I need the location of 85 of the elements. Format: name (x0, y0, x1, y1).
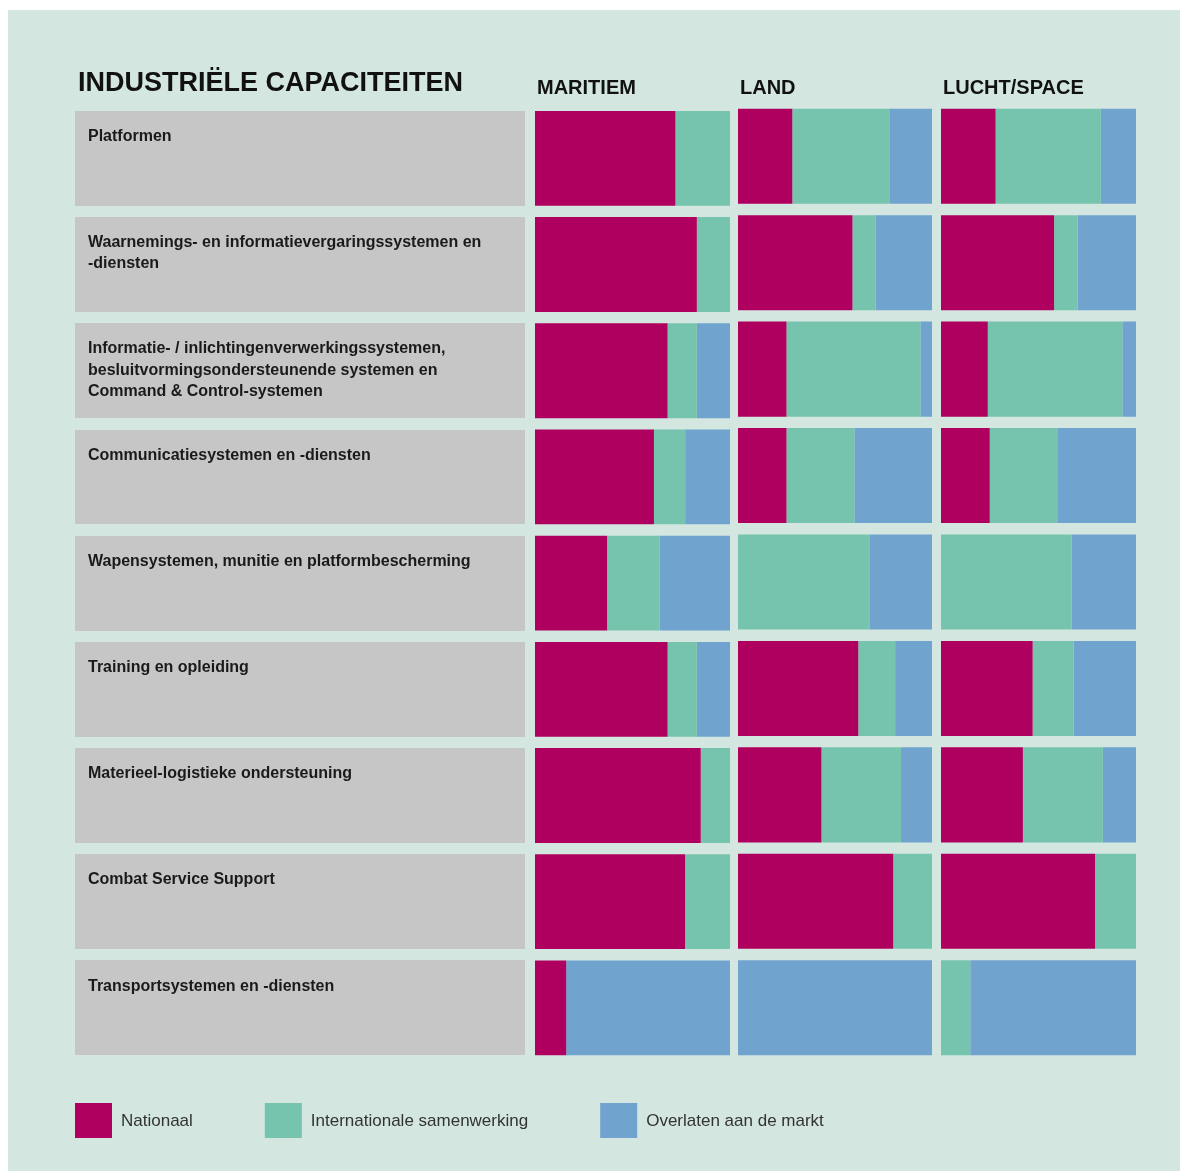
y-tick-label: Platformen (88, 127, 172, 145)
bar (1102, 747, 1136, 843)
bar (854, 428, 932, 524)
bar (1100, 108, 1136, 204)
y-axis-title: INDUSTRIËLE CAPACITEITEN (78, 67, 464, 97)
bar (659, 535, 730, 631)
y-tick-label: Transportsystemen en -diensten (88, 976, 335, 994)
bar (738, 428, 787, 524)
bar (685, 854, 730, 950)
bar (858, 640, 896, 736)
bar (535, 217, 697, 312)
y-tick-label: Communicatiesystemen en -diensten (88, 445, 371, 463)
legend-label: Overlaten aan de markt (646, 1110, 825, 1130)
legend-label: Internationale samenwerking (310, 1110, 529, 1130)
y-tick-label: Informatie- / inlichtingenverwerkingssystemen, besluitvormingsondersteunende systemen en Command & Control-systemen (88, 339, 446, 399)
chart-title: LAND (740, 76, 796, 98)
bar (987, 321, 1123, 417)
bar (566, 960, 730, 1056)
legend-label: Nationaal (121, 1110, 193, 1130)
bar (535, 429, 654, 525)
bar (1032, 640, 1074, 736)
bar (1095, 853, 1136, 949)
bar (895, 640, 932, 736)
bar (1122, 321, 1136, 417)
bar (738, 747, 822, 843)
bar (1073, 640, 1136, 736)
y-tick-label: Combat Service Support (88, 870, 276, 888)
bar (738, 534, 870, 630)
bar (696, 323, 730, 419)
bar (941, 428, 990, 524)
bar (535, 960, 567, 1056)
bar (1054, 215, 1078, 311)
bar (941, 747, 1023, 843)
bar (941, 853, 1096, 949)
bar (738, 853, 894, 949)
bar (1077, 215, 1136, 311)
bar (941, 534, 1072, 630)
bar (869, 534, 932, 630)
bar (738, 108, 793, 204)
bar (675, 110, 730, 206)
bar (685, 429, 730, 525)
bar (738, 215, 853, 311)
bar (792, 108, 890, 204)
bar (941, 321, 988, 417)
bar (535, 110, 676, 206)
bar (941, 108, 996, 204)
bar (653, 429, 686, 525)
bar (1058, 428, 1136, 524)
bar (989, 428, 1058, 524)
bar (821, 747, 901, 843)
bar (941, 960, 971, 1056)
bar (920, 321, 932, 417)
bar (995, 108, 1101, 204)
bar (1022, 747, 1103, 843)
bar (696, 217, 730, 312)
bar (786, 428, 855, 524)
bar (893, 853, 932, 949)
bar (535, 535, 608, 631)
bar (667, 641, 697, 737)
bar (970, 960, 1136, 1056)
bar (852, 215, 876, 311)
bar (535, 748, 701, 843)
bar (786, 321, 921, 417)
y-tick-label: Training en opleiding (88, 658, 249, 676)
bar (889, 108, 932, 204)
y-tick-label: Wapensystemen, munitie en platformbescherming (88, 551, 471, 569)
bar (1071, 534, 1136, 630)
bar (900, 747, 932, 843)
y-tick-label: Waarnemings- en informatievergaringssystemen en -diensten (88, 233, 482, 272)
bar (738, 960, 932, 1056)
bar (696, 641, 730, 737)
bar (941, 215, 1055, 311)
chart-title: LUCHT/SPACE (943, 76, 1084, 98)
bar (941, 640, 1033, 736)
chart-title: MARITIEM (537, 76, 636, 98)
bar (535, 323, 668, 419)
bar (875, 215, 932, 311)
bar (535, 641, 668, 737)
bar (667, 323, 697, 419)
bar (738, 321, 787, 417)
bar (738, 640, 859, 736)
y-tick-label: Materieel-logistieke ondersteuning (88, 764, 353, 782)
bar (700, 748, 730, 843)
bar (535, 854, 686, 950)
bar (607, 535, 660, 631)
